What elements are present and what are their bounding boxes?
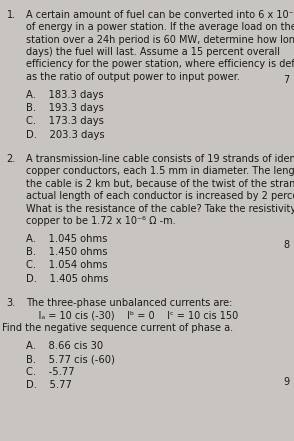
Text: D.    5.77: D. 5.77 xyxy=(26,381,72,390)
Text: B.    1.450 ohms: B. 1.450 ohms xyxy=(26,247,107,257)
Text: 9: 9 xyxy=(283,377,290,387)
Text: 3.: 3. xyxy=(6,298,16,308)
Text: copper conductors, each 1.5 mm in diameter. The length of: copper conductors, each 1.5 mm in diamet… xyxy=(26,166,294,176)
Text: What is the resistance of the cable? Take the resistivity of: What is the resistance of the cable? Tak… xyxy=(26,204,294,213)
Text: A transmission-line cable consists of 19 strands of identical: A transmission-line cable consists of 19… xyxy=(26,154,294,164)
Text: D.    1.405 ohms: D. 1.405 ohms xyxy=(26,274,108,284)
Text: A.    8.66 cis 30: A. 8.66 cis 30 xyxy=(26,341,103,351)
Text: Iₐ = 10 cis (-30)    Iᵇ = 0    Iᶜ = 10 cis 150: Iₐ = 10 cis (-30) Iᵇ = 0 Iᶜ = 10 cis 150 xyxy=(26,310,238,321)
Text: 7: 7 xyxy=(283,75,290,85)
Text: A certain amount of fuel can be converted into 6 x 10⁻³ quads: A certain amount of fuel can be converte… xyxy=(26,10,294,20)
Text: 8: 8 xyxy=(283,240,290,250)
Text: as the ratio of output power to input power.: as the ratio of output power to input po… xyxy=(26,72,240,82)
Text: The three-phase unbalanced currents are:: The three-phase unbalanced currents are: xyxy=(26,298,232,308)
Text: efficiency for the power station, where efficiency is defined: efficiency for the power station, where … xyxy=(26,60,294,70)
Text: station over a 24h period is 60 MW, determine how long (in: station over a 24h period is 60 MW, dete… xyxy=(26,34,294,45)
Text: C.    -5.77: C. -5.77 xyxy=(26,367,74,377)
Text: 1.: 1. xyxy=(6,10,16,20)
Text: of energy in a power station. If the average load on the: of energy in a power station. If the ave… xyxy=(26,22,294,32)
Text: C.    1.054 ohms: C. 1.054 ohms xyxy=(26,261,107,270)
Text: Find the negative sequence current of phase a.: Find the negative sequence current of ph… xyxy=(2,323,233,333)
Text: A.    183.3 days: A. 183.3 days xyxy=(26,90,103,100)
Text: actual length of each conductor is increased by 2 percent.: actual length of each conductor is incre… xyxy=(26,191,294,201)
Text: days) the fuel will last. Assume a 15 percent overall: days) the fuel will last. Assume a 15 pe… xyxy=(26,47,280,57)
Text: the cable is 2 km but, because of the twist of the strands, the: the cable is 2 km but, because of the tw… xyxy=(26,179,294,189)
Text: copper to be 1.72 x 10⁻⁶ Ω -m.: copper to be 1.72 x 10⁻⁶ Ω -m. xyxy=(26,216,176,226)
Text: D.    203.3 days: D. 203.3 days xyxy=(26,130,104,139)
Text: C.    173.3 days: C. 173.3 days xyxy=(26,116,104,126)
Text: B.    193.3 days: B. 193.3 days xyxy=(26,103,104,113)
Text: B.    5.77 cis (-60): B. 5.77 cis (-60) xyxy=(26,354,115,364)
Text: A.    1.045 ohms: A. 1.045 ohms xyxy=(26,234,107,244)
Text: 2.: 2. xyxy=(6,154,16,164)
